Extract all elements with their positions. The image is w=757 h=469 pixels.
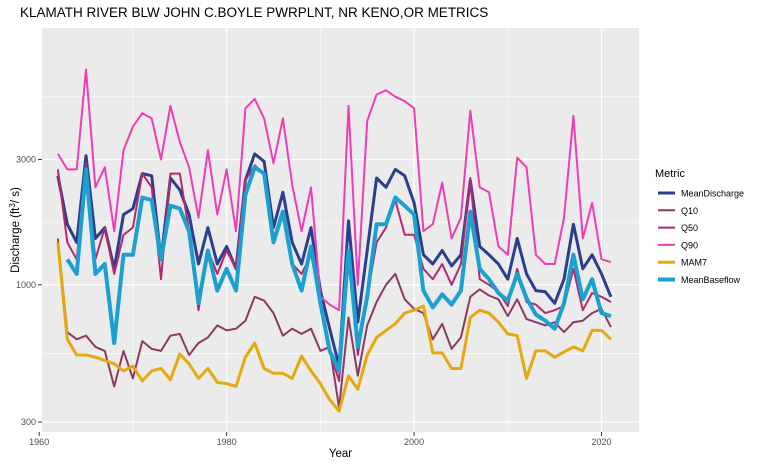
y-axis-label-prefix: Discharge (ft: [10, 207, 22, 273]
x-tick-label: 2000: [404, 437, 424, 447]
series-line-MeanBaseflow: [65, 165, 612, 373]
legend: Metric MeanDischarge Q10 Q50 Q90 MAM7 MeanBas…: [655, 168, 744, 285]
legend-items: MeanDischarge Q10 Q50 Q90 MAM7 MeanBaseflow: [658, 189, 744, 285]
y-tick-label: 300: [21, 417, 36, 427]
legend-label-MeanBaseflow: MeanBaseflow: [681, 275, 741, 285]
series-line-Q10: [56, 238, 612, 409]
y-axis-label-suffix: / s): [10, 187, 22, 203]
grid-major: [38, 28, 639, 432]
legend-label-Q90: Q90: [681, 240, 698, 250]
legend-label-Q50: Q50: [681, 223, 698, 233]
y-tick-label: 3000: [16, 154, 36, 164]
series-line-MeanDischarge: [56, 152, 613, 368]
x-tick-label: 1960: [29, 437, 49, 447]
legend-label-MAM7: MAM7: [681, 258, 707, 268]
x-axis: 1960 1980 2000 2020: [29, 432, 612, 447]
y-axis: 300 1000 3000: [16, 154, 42, 427]
chart-title: KLAMATH RIVER BLW JOHN C.BOYLE PWRPLNT, …: [20, 5, 488, 20]
series-line-MAM7: [56, 242, 612, 413]
legend-label-Q10: Q10: [681, 206, 698, 216]
x-axis-label: Year: [329, 448, 352, 460]
legend-title: Metric: [655, 168, 685, 180]
series-line-Q90: [57, 68, 612, 312]
series-layer: [56, 68, 613, 413]
y-axis-label-superscript: 3: [8, 203, 17, 208]
x-tick-label: 2020: [591, 437, 611, 447]
y-tick-label: 1000: [16, 280, 36, 290]
y-axis-label: Discharge (ft3/ s): [8, 187, 22, 273]
x-tick-label: 1980: [217, 437, 237, 447]
legend-label-MeanDischarge: MeanDischarge: [681, 189, 744, 199]
